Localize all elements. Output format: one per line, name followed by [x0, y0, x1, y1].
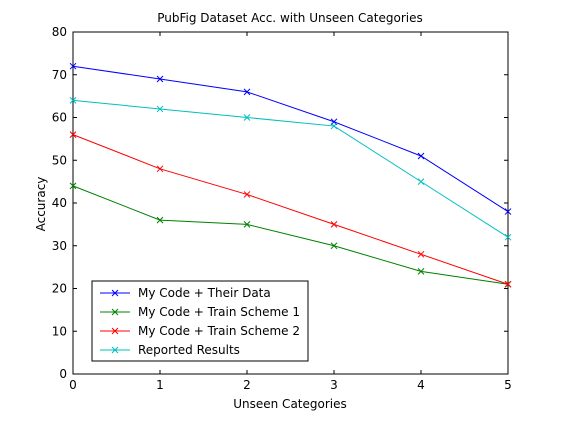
legend-marker [111, 346, 119, 354]
x-tick-label: 1 [156, 378, 164, 392]
y-tick-label: 10 [52, 324, 67, 338]
data-point [69, 131, 77, 138]
data-point [417, 152, 425, 160]
data-point [330, 221, 338, 228]
y-tick-label: 60 [52, 111, 67, 125]
data-point [156, 105, 164, 113]
data-point [417, 178, 425, 185]
legend-marker [111, 327, 119, 335]
x-tick-label: 4 [417, 378, 425, 392]
y-tick-label: 50 [52, 153, 67, 167]
data-point [243, 221, 251, 228]
data-point [417, 268, 425, 275]
y-tick-label: 0 [59, 367, 67, 381]
y-tick-label: 80 [52, 25, 67, 39]
data-point [69, 62, 77, 70]
legend-box [91, 280, 309, 362]
data-point [69, 97, 77, 104]
y-tick-label: 40 [52, 196, 67, 210]
data-point [504, 280, 512, 288]
x-tick-label: 5 [504, 378, 512, 392]
legend: My Code + Their Data My Code + Train Sche… [91, 280, 309, 362]
data-point [69, 182, 77, 190]
data-point [156, 75, 164, 83]
legend-label: My Code + Train Scheme 2 [138, 324, 300, 338]
data-point [156, 165, 164, 173]
data-point [504, 208, 512, 215]
data-point [156, 216, 164, 224]
series-3 [69, 131, 512, 288]
legend-marker [111, 289, 119, 297]
y-tick-label: 20 [52, 282, 67, 296]
data-point [417, 250, 425, 258]
series-4 [69, 97, 512, 241]
data-point [243, 191, 251, 198]
legend-marker [111, 308, 119, 316]
chart-title: PubFig Dataset Acc. with Unseen Categori… [157, 11, 422, 25]
y-tick-label: 30 [52, 239, 67, 253]
x-axis-label: Unseen Categories [233, 397, 347, 411]
data-point [243, 88, 251, 96]
legend-label: My Code + Their Data [138, 286, 271, 300]
x-tick-label: 2 [243, 378, 251, 392]
data-point [330, 242, 338, 250]
series-line [72, 134, 509, 285]
legend-label: Reported Results [138, 343, 240, 357]
series-line [72, 65, 509, 212]
series-1 [69, 62, 512, 215]
y-tick-label: 70 [52, 68, 67, 82]
y-axis-label: Accuracy [34, 177, 48, 232]
legend-label: My Code + Train Scheme 1 [138, 305, 300, 319]
x-tick-label: 3 [330, 378, 338, 392]
series-line [72, 99, 509, 238]
series-line [72, 185, 509, 285]
data-point [243, 114, 251, 121]
data-point [330, 122, 338, 130]
x-tick-label: 0 [69, 378, 77, 392]
data-point [504, 233, 512, 241]
